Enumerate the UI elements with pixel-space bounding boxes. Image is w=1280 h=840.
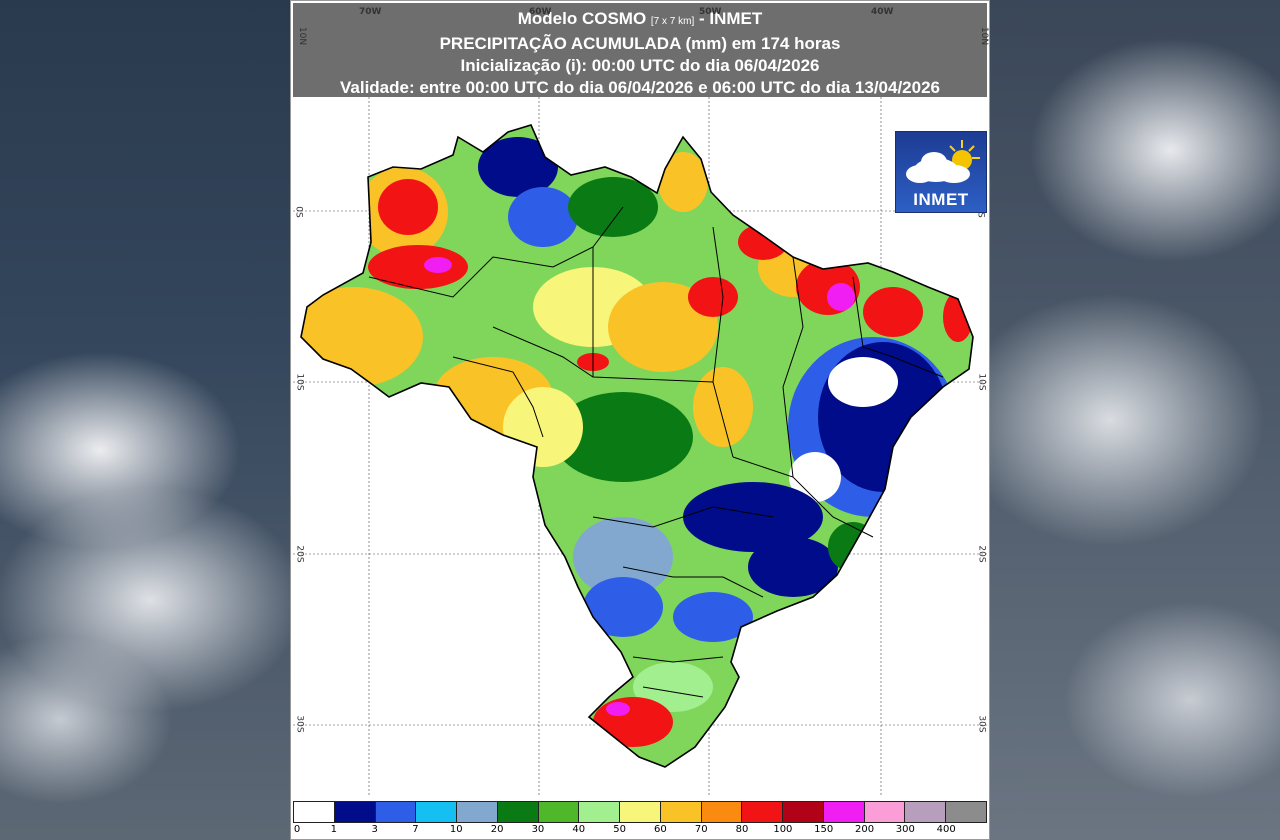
legend-ticks: 0 1 3 7 10 20 30 40 50 60 70 80 100 150 200 300 400: [293, 824, 987, 838]
lat-label-right-10n: 10N: [979, 26, 990, 46]
lat-label-right-30s: 30S: [976, 715, 987, 733]
legend-swatch: [294, 802, 335, 822]
precipitation-legend: 0 1 3 7 10 20 30 40 50 60 70 80 100 150 200 300 400: [293, 801, 987, 839]
forecast-map-panel: Modelo COSMO [7 x 7 km] - INMET PRECIPIT…: [290, 0, 990, 840]
legend-swatch: [416, 802, 458, 822]
legend-swatch: [823, 802, 865, 822]
legend-tick-label: 30: [531, 824, 545, 835]
precipitation-map: 10N: [293, 97, 987, 797]
logo-text: INMET: [913, 190, 969, 209]
header-validity-line: Validade: entre 00:00 UTC do dia 06/04/2…: [339, 78, 940, 97]
legend-tick-label: 60: [654, 824, 667, 835]
legend-swatch: [620, 802, 661, 822]
legend-tick-label: 50: [613, 824, 626, 835]
legend-swatch: [457, 802, 498, 822]
legend-swatch: [783, 802, 824, 822]
legend-swatch: [375, 802, 417, 822]
legend-tick-label: 70: [694, 824, 708, 835]
legend-tick-label: 40: [572, 824, 586, 835]
legend-tick-label: 0: [293, 824, 301, 835]
lat-label-left-30s: 30S: [294, 715, 305, 733]
legend-tick-label: 7: [412, 824, 419, 835]
legend-swatch: [660, 802, 702, 822]
legend-swatch: [864, 802, 906, 822]
legend-swatch: [742, 802, 784, 822]
lat-label-left-20s: 20S: [294, 545, 305, 563]
legend-swatch: [497, 802, 539, 822]
precipitation-field: [301, 125, 973, 767]
lon-label-40w: 40W: [871, 7, 894, 17]
inmet-logo: INMET: [895, 131, 987, 213]
legend-swatch: [579, 802, 621, 822]
lon-label-60w: 60W: [529, 7, 552, 17]
sun-cloud-icon: [906, 140, 980, 183]
lat-label-right-20s: 20S: [976, 545, 987, 563]
header-init-line: Inicialização (i): 00:00 UTC do dia 06/0…: [460, 56, 820, 75]
legend-tick-label: 100: [773, 824, 793, 835]
legend-tick-label: 1: [330, 824, 337, 835]
header-model-line: Modelo COSMO [7 x 7 km] - INMET: [517, 9, 763, 28]
lat-label-left-10s: 10S: [294, 373, 305, 391]
legend-swatch: [334, 802, 376, 822]
legend-tick-label: 10: [449, 824, 463, 835]
cloud-background-right: [990, 0, 1280, 840]
legend-tick-label: 400: [936, 824, 956, 835]
lat-label-right-10s: 10S: [976, 373, 987, 391]
legend-tick-label: 20: [490, 824, 504, 835]
cloud-background-left: [0, 0, 290, 840]
lon-label-50w: 50W: [699, 7, 722, 17]
legend-tick-label: 150: [814, 824, 834, 835]
legend-tick-label: 80: [735, 824, 749, 835]
legend-swatch: [538, 802, 580, 822]
legend-swatch: [905, 802, 947, 822]
legend-swatch: [701, 802, 743, 822]
legend-swatches: [293, 801, 987, 823]
map-header: Modelo COSMO [7 x 7 km] - INMET PRECIPIT…: [293, 3, 987, 97]
legend-tick-label: 300: [895, 824, 915, 835]
header-product-line: PRECIPITAÇÃO ACUMULADA (mm) em 174 horas: [439, 34, 841, 53]
legend-swatch: [946, 802, 987, 822]
legend-tick-label: 200: [854, 824, 875, 835]
legend-tick-label: 3: [371, 824, 378, 835]
state-borders: [368, 206, 944, 698]
lat-label-left-0s: 0S: [293, 206, 304, 218]
lat-label-left-10n: 10N: [297, 26, 308, 46]
lon-label-70w: 70W: [359, 7, 382, 17]
